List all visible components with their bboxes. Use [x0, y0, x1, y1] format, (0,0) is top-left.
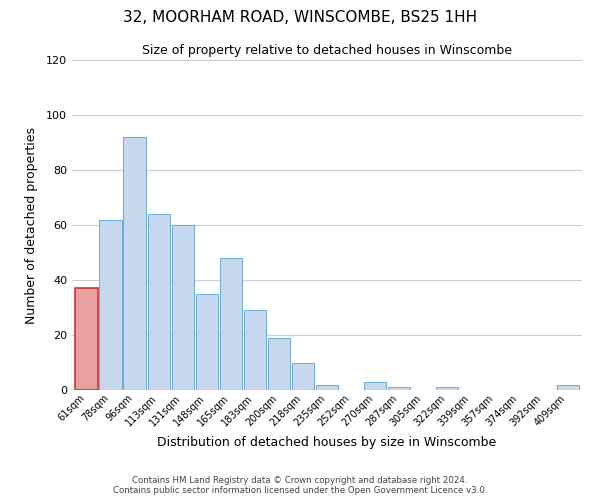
Bar [388, 387, 410, 390]
Text: 32, MOORHAM ROAD, WINSCOMBE, BS25 1HH: 32, MOORHAM ROAD, WINSCOMBE, BS25 1HH [123, 10, 477, 25]
Bar [292, 362, 314, 390]
Y-axis label: Number of detached properties: Number of detached properties [25, 126, 38, 324]
Bar [220, 258, 242, 390]
Bar [148, 214, 170, 390]
Bar [557, 384, 578, 390]
Bar [316, 384, 338, 390]
Bar [196, 294, 218, 390]
Bar [436, 387, 458, 390]
Bar [76, 288, 98, 390]
Bar [244, 310, 266, 390]
Bar [100, 220, 122, 390]
Bar [364, 382, 386, 390]
Text: Contains HM Land Registry data © Crown copyright and database right 2024.
Contai: Contains HM Land Registry data © Crown c… [113, 476, 487, 495]
Bar [172, 225, 194, 390]
Title: Size of property relative to detached houses in Winscombe: Size of property relative to detached ho… [142, 44, 512, 58]
Bar [124, 137, 146, 390]
Bar [268, 338, 290, 390]
X-axis label: Distribution of detached houses by size in Winscombe: Distribution of detached houses by size … [157, 436, 497, 449]
